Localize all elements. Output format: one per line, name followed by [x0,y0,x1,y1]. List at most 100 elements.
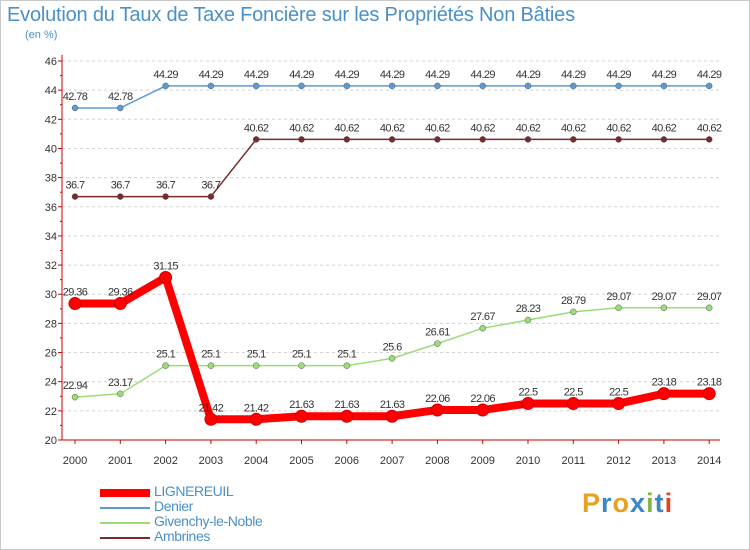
data-point [207,82,215,90]
x-tick-label: 2000 [63,455,87,467]
x-tick-label: 2005 [289,455,313,467]
series-line-denier [75,85,710,109]
data-label: 29.07 [652,291,677,303]
legend-swatch-givenchy [100,522,150,524]
data-point [524,136,532,143]
data-label: 40.62 [561,122,586,134]
legend-label-givenchy: Givenchy-le-Noble [154,513,263,529]
data-label: 29.07 [697,291,722,303]
chart-subtitle: (en %) [25,29,58,41]
data-point [615,304,622,312]
data-label: 40.62 [289,122,314,134]
data-label: 22.94 [63,380,88,392]
data-label: 25.1 [156,349,175,361]
data-point [434,136,441,143]
data-label: 44.29 [199,69,224,81]
data-point [388,136,396,143]
data-label: 22.06 [425,393,450,405]
data-point [113,297,127,311]
data-label: 22.5 [609,387,628,399]
data-point [430,403,444,417]
data-point [298,136,305,143]
data-label: 25.1 [247,349,266,361]
y-tick-label: 22 [45,406,57,418]
data-label: 23.17 [108,377,133,389]
x-tick-label: 2012 [606,455,630,467]
data-label: 29.07 [606,291,631,303]
data-point [388,355,396,362]
y-tick-label: 44 [45,85,57,97]
data-point [252,82,260,90]
data-point [388,82,396,90]
data-label: 29.36 [63,287,88,299]
x-tick-label: 2007 [380,455,404,467]
data-label: 44.29 [516,69,541,81]
y-tick-label: 30 [45,289,57,301]
legend-swatch-denier [100,507,150,509]
data-point [162,82,169,90]
data-point [705,304,713,312]
data-point [204,412,218,426]
data-point [71,193,79,200]
data-label: 40.62 [652,122,677,134]
data-label: 23.18 [697,377,722,389]
data-label: 40.62 [335,122,360,134]
chart-title: Evolution du Taux de Taxe Foncière sur l… [7,4,575,26]
y-tick-label: 24 [45,377,57,389]
data-label: 40.62 [244,122,269,134]
data-label: 36.7 [111,180,130,192]
data-point [702,387,716,401]
legend-label-lignereuil: LIGNEREUIL [154,483,234,499]
data-point [249,412,263,426]
data-point [524,316,532,324]
data-label: 40.62 [697,122,722,134]
y-tick-label: 38 [45,173,57,185]
proxiti-logo: Proxiti [582,488,674,518]
data-point [612,397,626,411]
y-tick-label: 36 [45,202,57,214]
x-tick-label: 2001 [108,455,132,467]
data-label: 21.42 [199,402,224,414]
data-label: 31.15 [153,260,178,272]
legend-swatch-ambrines [100,537,150,539]
data-label: 44.29 [335,69,360,81]
data-point [117,390,124,398]
data-point [252,136,260,143]
data-label: 40.62 [425,122,450,134]
data-point [159,270,173,284]
data-point [660,136,668,143]
data-point [476,403,490,417]
data-label: 25.1 [292,349,311,361]
data-point [207,193,215,200]
x-tick-label: 2008 [425,455,449,467]
data-point [207,362,215,369]
data-label: 44.29 [652,69,677,81]
data-point [615,136,622,143]
data-point [71,393,79,401]
data-point [705,136,713,143]
data-label: 29.36 [108,287,133,299]
data-label: 44.29 [380,69,405,81]
data-label: 40.62 [606,122,631,134]
data-label: 22.5 [518,387,537,399]
data-point [570,308,577,316]
y-tick-label: 32 [45,260,57,272]
data-point [434,340,441,347]
data-label: 25.6 [383,341,402,353]
x-tick-label: 2014 [697,455,721,467]
y-tick-label: 46 [45,56,57,68]
data-label: 21.63 [335,399,360,411]
y-tick-label: 28 [45,318,57,330]
data-label: 36.7 [65,180,84,192]
data-point [71,104,79,112]
data-label: 28.23 [516,303,541,315]
data-point [298,362,305,369]
data-point [252,362,260,369]
data-label: 40.62 [470,122,495,134]
x-tick-label: 2010 [516,455,540,467]
y-tick-label: 42 [45,114,57,126]
data-point [479,82,486,90]
x-tick-label: 2002 [153,455,177,467]
data-label: 42.78 [108,91,133,103]
